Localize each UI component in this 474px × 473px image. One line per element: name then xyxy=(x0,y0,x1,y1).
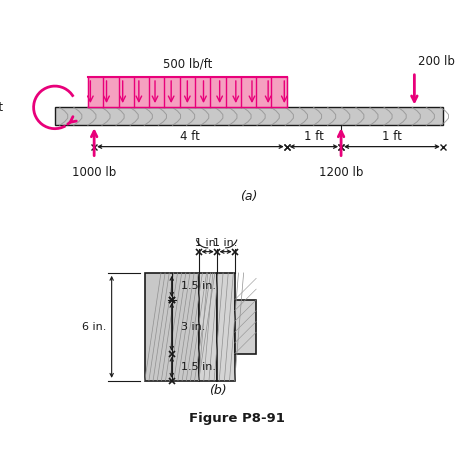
Text: 500 lb/ft: 500 lb/ft xyxy=(163,58,212,71)
Text: 1 ft: 1 ft xyxy=(304,130,324,143)
Text: 1.5 in.: 1.5 in. xyxy=(181,362,216,372)
Text: 1 ft: 1 ft xyxy=(382,130,402,143)
Bar xyxy=(217,273,235,381)
Bar xyxy=(145,273,199,381)
Bar xyxy=(88,77,287,107)
Text: 4 ft: 4 ft xyxy=(181,130,201,143)
Text: (a): (a) xyxy=(240,190,257,203)
Text: 1200 lb: 1200 lb xyxy=(319,166,363,178)
Text: 1 in.: 1 in. xyxy=(195,238,220,248)
Text: 3 in.: 3 in. xyxy=(181,322,206,332)
Text: 6 in.: 6 in. xyxy=(82,322,106,332)
Text: Figure P8-91: Figure P8-91 xyxy=(189,412,285,425)
Bar xyxy=(235,300,256,354)
Bar xyxy=(55,107,443,125)
Bar xyxy=(199,273,217,381)
Text: (b): (b) xyxy=(209,384,227,397)
Text: 200 lb: 200 lb xyxy=(418,55,455,68)
Text: 1.5 in.: 1.5 in. xyxy=(181,281,216,291)
Text: 1000 lb: 1000 lb xyxy=(72,166,116,178)
Text: 800 lb·ft: 800 lb·ft xyxy=(0,101,3,114)
Text: 1 in.: 1 in. xyxy=(213,238,238,248)
